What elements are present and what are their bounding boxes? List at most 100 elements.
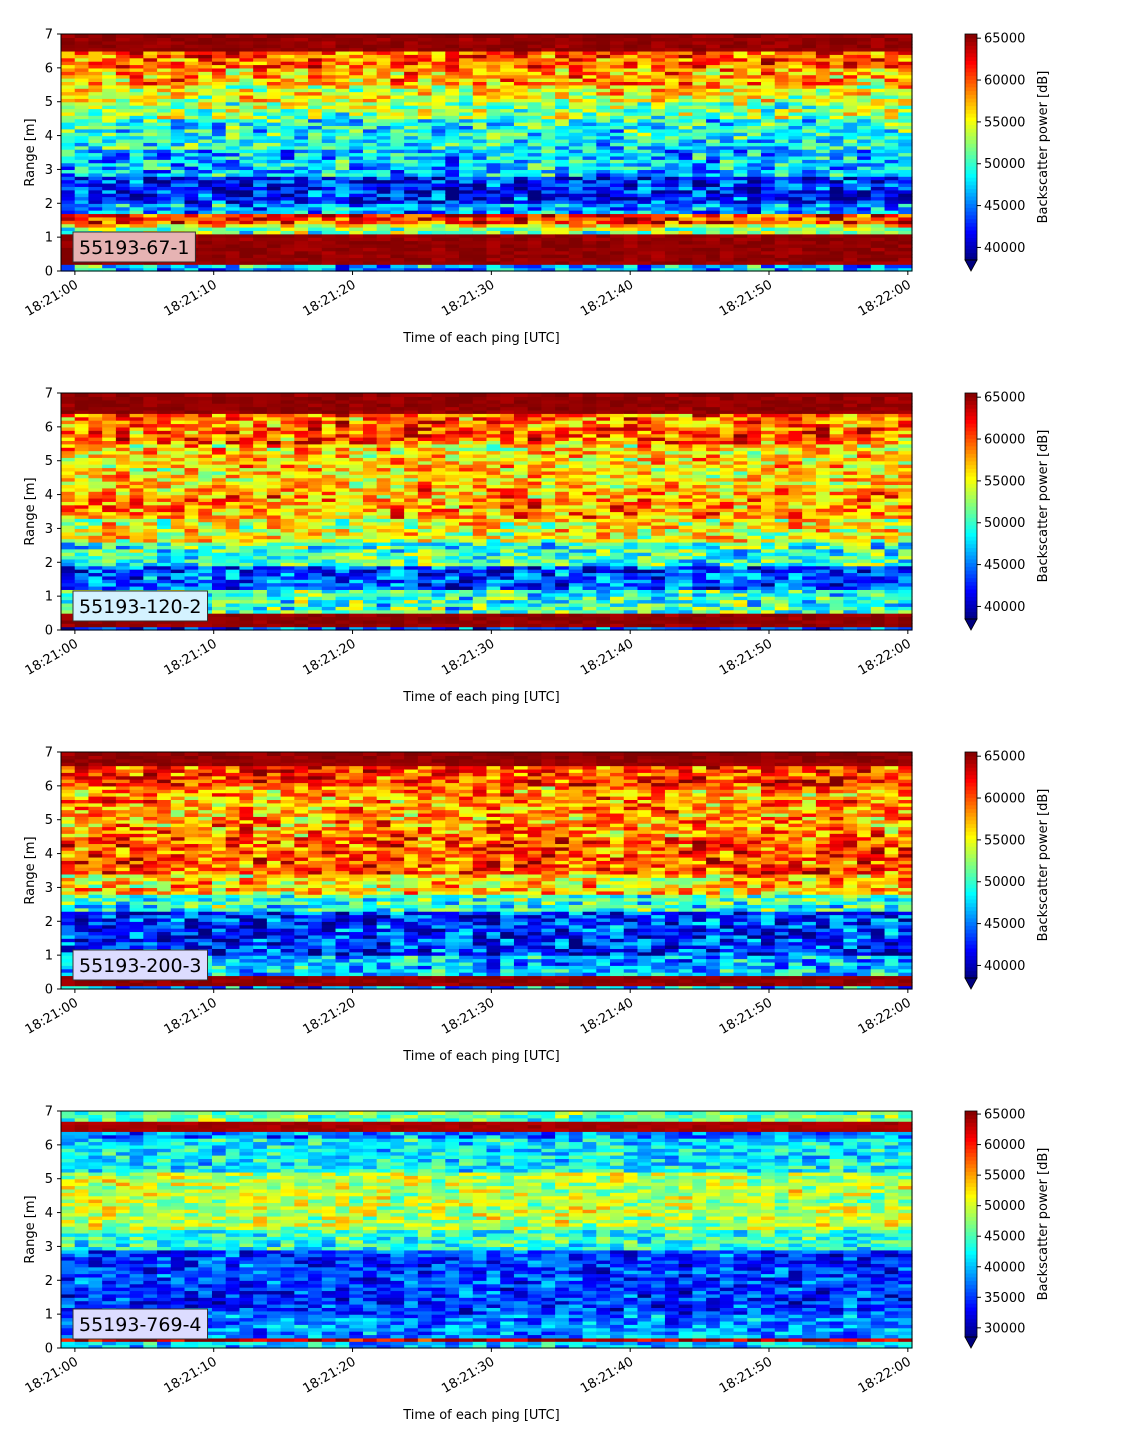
colorbar-segment xyxy=(965,170,977,174)
colorbar-segment xyxy=(965,181,977,185)
heatmap-cell xyxy=(267,34,281,38)
heatmap-cell xyxy=(130,34,144,38)
heatmap-cell xyxy=(253,34,267,38)
colorbar-tick-label: 60000 xyxy=(984,74,1025,89)
heatmap-cell xyxy=(102,393,116,397)
heatmap-cell xyxy=(651,34,665,38)
colorbar-segment xyxy=(965,128,977,132)
colorbar-segment xyxy=(965,139,977,143)
colorbar-segment xyxy=(965,215,977,219)
colorbar-tick-label: 45000 xyxy=(984,199,1025,214)
heatmap-cell xyxy=(747,34,761,38)
colorbar-segment xyxy=(965,143,977,147)
heatmap-cell xyxy=(61,34,75,38)
heatmap-cell xyxy=(116,393,130,397)
heatmap-cell xyxy=(843,34,857,38)
heatmap-cell xyxy=(761,34,775,38)
heatmap-cell xyxy=(788,34,802,38)
heatmap-cell xyxy=(157,34,171,38)
colorbar-segment xyxy=(965,249,977,253)
x-tick-label: 18:21:20 xyxy=(300,277,358,319)
heatmap-cell xyxy=(143,393,157,397)
x-tick-label: 18:21:30 xyxy=(439,277,497,319)
colorbar-label-1: Backscatter power [dB] xyxy=(1036,71,1051,224)
colorbar-tick-label: 40000 xyxy=(984,241,1025,256)
x-tick-label: 18:21:40 xyxy=(578,277,636,319)
heatmap-cell xyxy=(610,34,624,38)
colorbar-segment xyxy=(965,177,977,181)
colorbar-tick-label: 65000 xyxy=(984,32,1025,47)
colorbar-segment xyxy=(965,185,977,189)
heatmap-cell xyxy=(130,393,144,397)
heatmap-cell xyxy=(624,34,638,38)
heatmap-cell xyxy=(185,34,199,38)
colorbar-segment xyxy=(965,64,977,68)
heatmap-cell xyxy=(281,34,295,38)
y-tick-label: 1 xyxy=(45,231,53,246)
colorbar-segment xyxy=(965,234,977,238)
heatmap-cell xyxy=(555,34,569,38)
x-tick-label: 18:21:00 xyxy=(23,277,81,319)
heatmap-cell xyxy=(349,34,363,38)
heatmap-cell xyxy=(528,34,542,38)
colorbar-segment xyxy=(965,91,977,95)
colorbar-tick-label: 50000 xyxy=(984,157,1025,172)
colorbar-1: 400004500050000550006000065000 xyxy=(965,32,1025,271)
y-tick-label: 4 xyxy=(45,129,53,144)
colorbar-segment xyxy=(965,124,977,128)
heatmap-cell xyxy=(596,34,610,38)
heatmap-cell xyxy=(500,34,514,38)
heatmap-cell xyxy=(720,34,734,38)
y-tick-label: 6 xyxy=(45,61,53,76)
heatmap-cell xyxy=(898,34,912,38)
colorbar-segment xyxy=(965,222,977,226)
colorbar-segment xyxy=(965,147,977,151)
y-tick-label: 5 xyxy=(45,95,53,110)
heatmap-cell xyxy=(734,34,748,38)
heatmap-cell xyxy=(857,34,871,38)
heatmap-cell xyxy=(390,34,404,38)
heatmap-cell xyxy=(212,34,226,38)
heatmap-cell xyxy=(75,34,89,38)
colorbar-segment xyxy=(965,113,977,117)
colorbar-segment xyxy=(965,38,977,42)
colorbar-segment xyxy=(965,207,977,211)
heatmap-cell xyxy=(706,34,720,38)
y-tick-label: 7 xyxy=(45,28,53,43)
heatmap-cell xyxy=(514,34,528,38)
colorbar-segment xyxy=(965,68,977,72)
heatmap-cell xyxy=(679,34,693,38)
heatmap-cell xyxy=(418,34,432,38)
colorbar-segment xyxy=(965,49,977,53)
heatmap-cell xyxy=(802,34,816,38)
heatmap-cell xyxy=(473,34,487,38)
y-tick-label: 2 xyxy=(45,197,53,212)
colorbar-segment xyxy=(965,45,977,49)
colorbar-segment xyxy=(965,196,977,200)
y-axis-label-1: Range [m] xyxy=(23,118,38,186)
heatmap-cell xyxy=(239,34,253,38)
heatmap-cell xyxy=(363,34,377,38)
heatmap-cell xyxy=(692,34,706,38)
colorbar-segment xyxy=(965,53,977,57)
heatmap-cell xyxy=(198,34,212,38)
heatmap-cell xyxy=(88,34,102,38)
heatmap-cell xyxy=(432,34,446,38)
heatmap-cell xyxy=(541,34,555,38)
colorbar-segment xyxy=(965,109,977,113)
heatmap-cell xyxy=(61,393,75,397)
heatmap-cell xyxy=(830,34,844,38)
heatmap-cell xyxy=(171,34,185,38)
heatmap-cell xyxy=(102,34,116,38)
heatmap-cell xyxy=(404,34,418,38)
heatmap-cell xyxy=(569,34,583,38)
y-tick-label: 3 xyxy=(45,163,53,178)
colorbar-segment xyxy=(965,79,977,83)
heatmap-cell xyxy=(336,34,350,38)
y-axis-1: 01234567 xyxy=(45,28,61,280)
colorbar-segment xyxy=(965,121,977,125)
heatmap-cell xyxy=(377,34,391,38)
colorbar-segment xyxy=(965,192,977,196)
colorbar-segment xyxy=(965,237,977,241)
